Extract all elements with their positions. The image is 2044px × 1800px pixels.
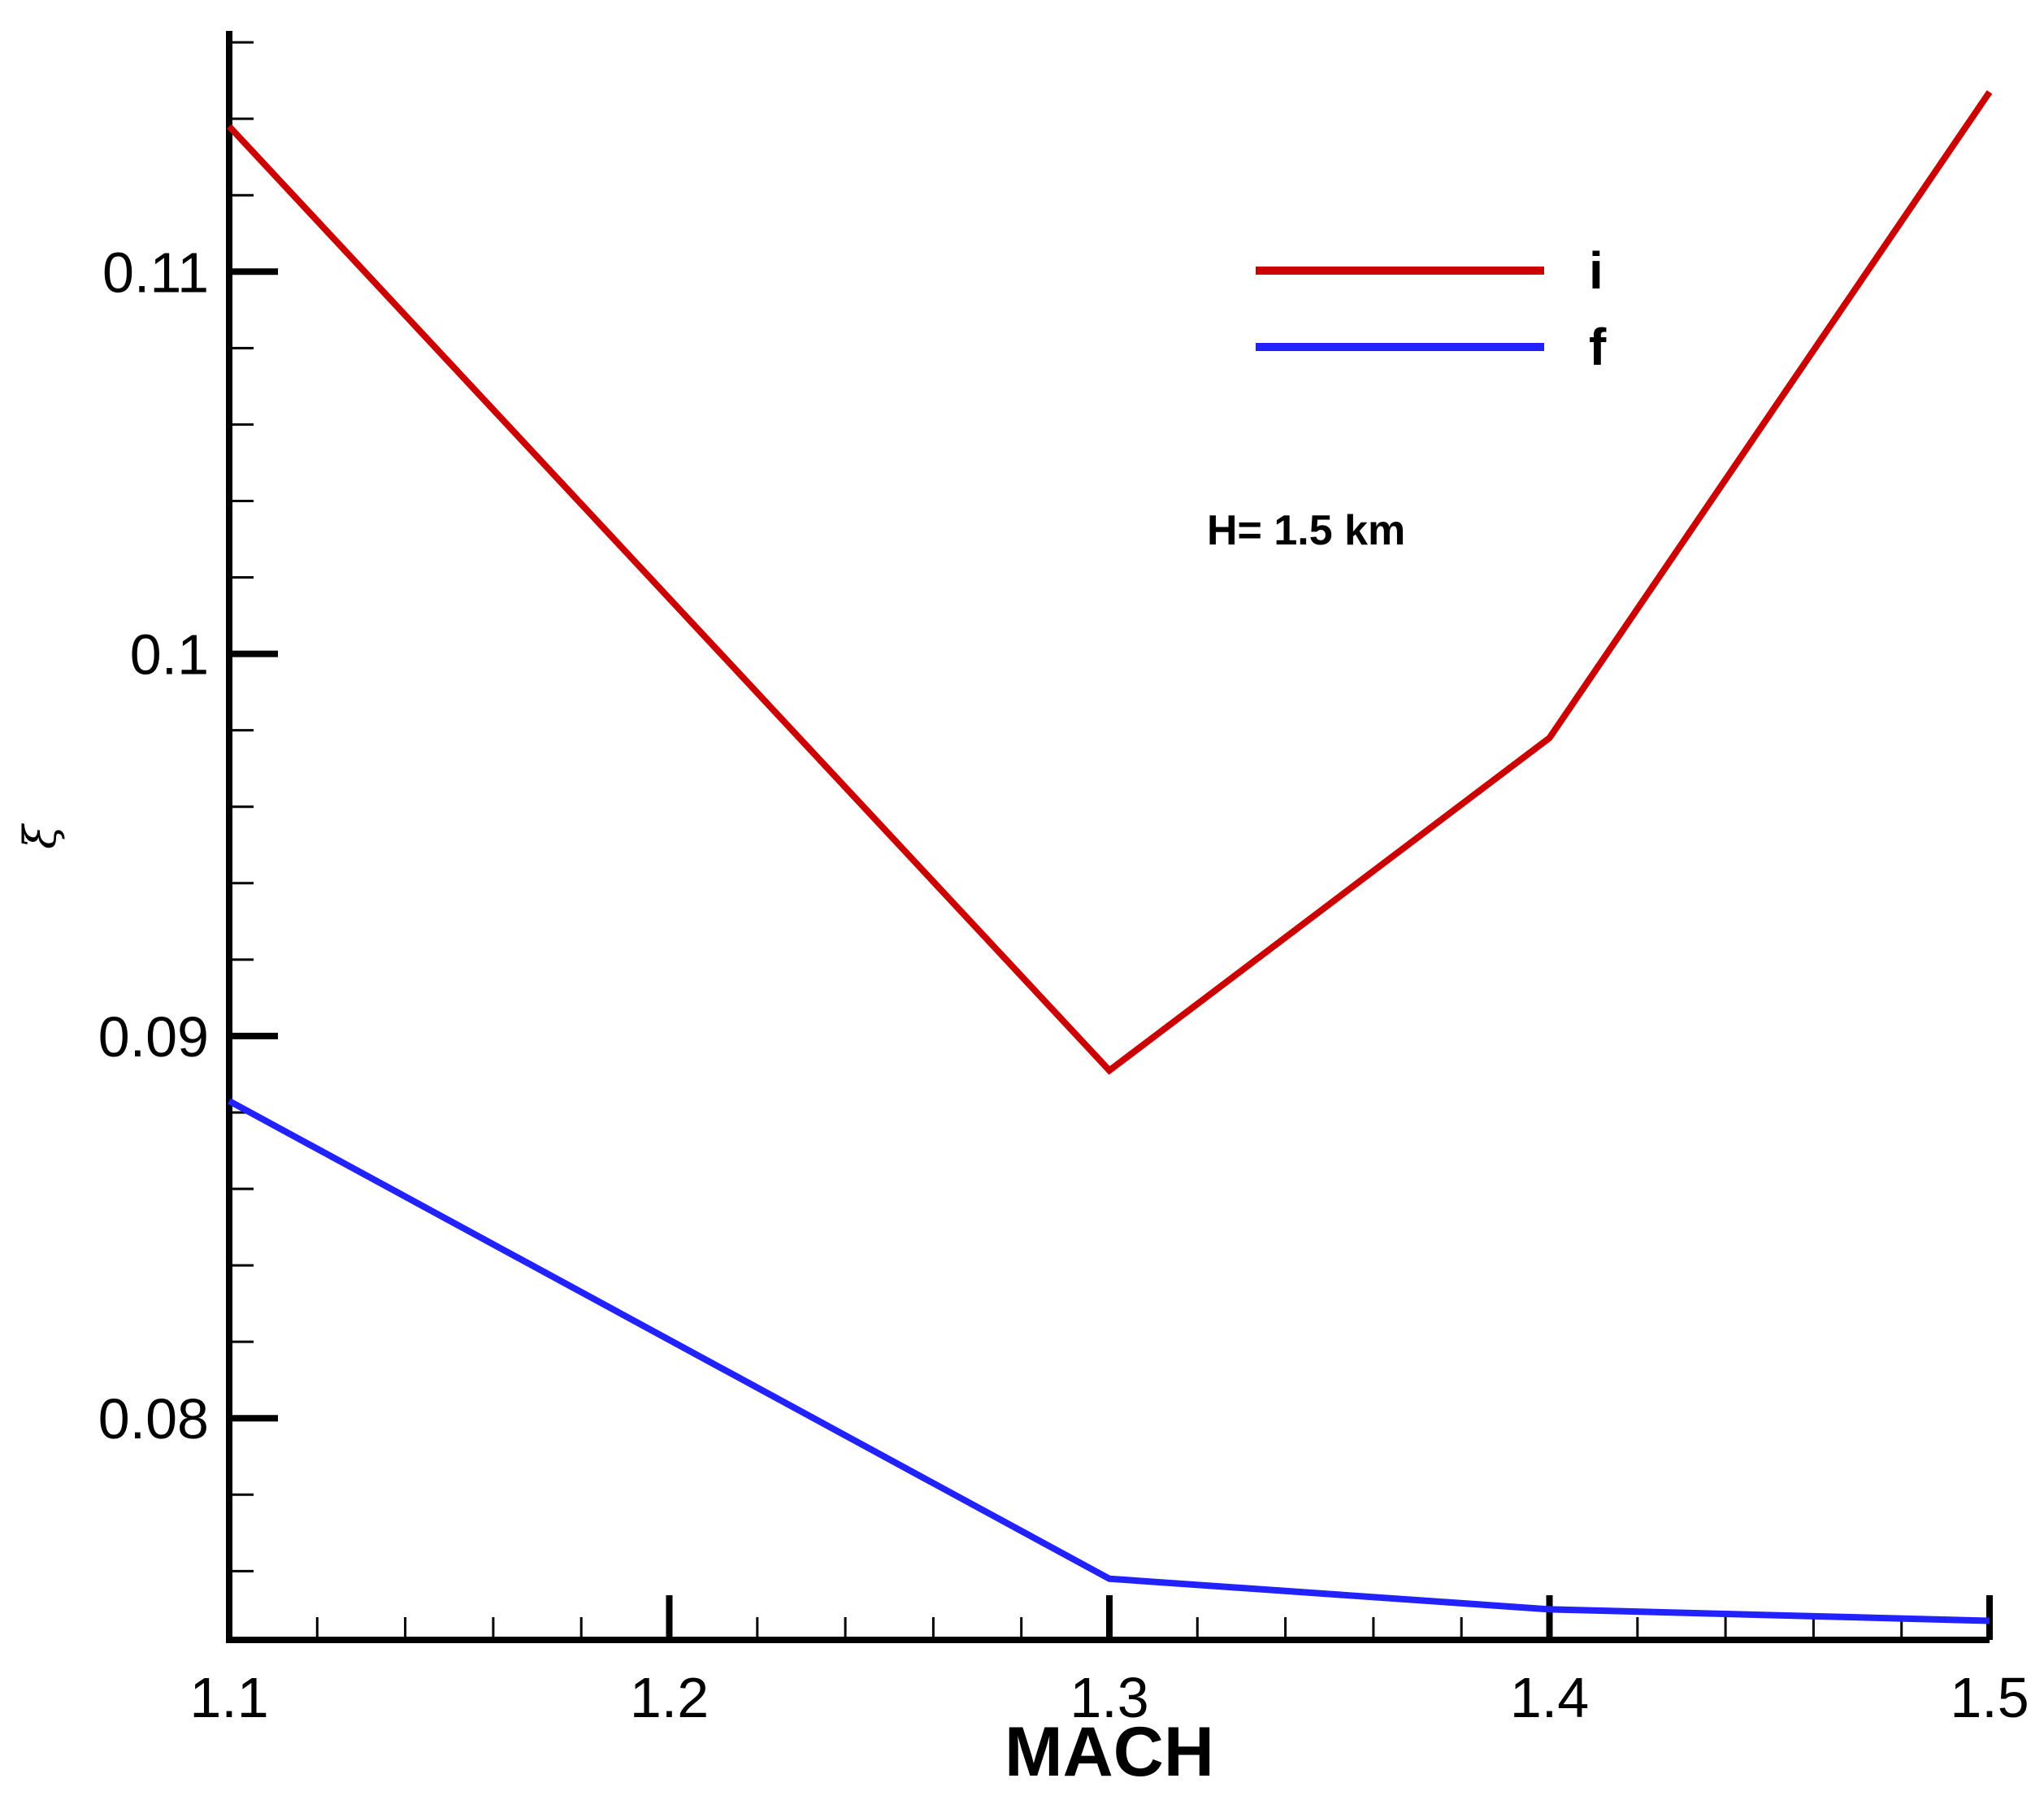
x-tick-label: 1.2 <box>630 1666 709 1729</box>
legend: i f <box>1256 241 1607 376</box>
y-tick-label: 0.1 <box>130 623 209 687</box>
series-lines <box>227 89 1993 1624</box>
y-tick-label: 0.08 <box>98 1387 209 1451</box>
y-tick-label: 0.09 <box>98 1005 209 1069</box>
x-axis-ticks: 1.1 1.2 1.3 1.4 1.5 <box>189 1595 2029 1729</box>
series-line-i <box>227 89 1993 1075</box>
x-tick-label: 1.5 <box>1950 1666 2029 1729</box>
legend-label-i: i <box>1589 241 1604 300</box>
x-axis-label: MACH <box>1005 1713 1214 1791</box>
y-axis-label: ξ <box>15 823 66 849</box>
series-line-f <box>228 1098 1990 1624</box>
y-axis-ticks: 0.08 0.09 0.1 0.11 <box>98 41 278 1572</box>
x-tick-label: 1.3 <box>1070 1666 1148 1729</box>
legend-label-f: f <box>1589 318 1607 376</box>
annotation-altitude: H= 1.5 km <box>1207 507 1405 554</box>
x-tick-label: 1.4 <box>1510 1666 1589 1729</box>
axes <box>226 31 1990 1643</box>
x-tick-label: 1.1 <box>189 1666 268 1729</box>
y-tick-label: 0.11 <box>102 241 209 304</box>
